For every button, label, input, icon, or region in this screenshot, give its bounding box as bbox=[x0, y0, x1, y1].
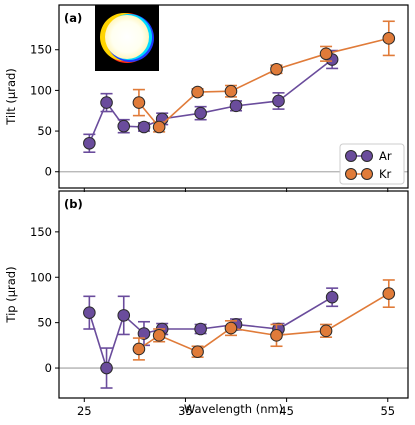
data-point-ar bbox=[229, 99, 243, 113]
data-point-ar bbox=[137, 327, 151, 340]
y-tick-label: 50 bbox=[37, 316, 52, 330]
y-axis-title: Tip (μrad) bbox=[4, 266, 18, 323]
data-point-kr bbox=[270, 329, 283, 342]
data-point-ar bbox=[100, 96, 113, 109]
series-line-kr bbox=[138, 292, 390, 353]
data-point-kr bbox=[191, 85, 204, 99]
y-tick-label: 150 bbox=[30, 43, 52, 57]
y-axis-title: Tilt (μrad) bbox=[4, 68, 18, 126]
y-tick-label: 100 bbox=[30, 270, 52, 284]
data-point-kr bbox=[382, 287, 396, 300]
y-tick-label: 0 bbox=[45, 361, 52, 375]
legend-swatch-marker bbox=[361, 150, 373, 162]
legend-swatch-marker bbox=[361, 168, 373, 180]
panel-label: (a) bbox=[64, 11, 82, 25]
y-tick-label: 150 bbox=[30, 225, 52, 239]
panel-frame bbox=[58, 190, 409, 399]
data-point-ar bbox=[117, 309, 131, 322]
data-point-kr bbox=[132, 342, 146, 356]
data-point-ar bbox=[137, 120, 151, 134]
legend-label-ar: Ar bbox=[379, 149, 392, 163]
legend-swatch-marker bbox=[345, 150, 357, 162]
data-point-kr bbox=[270, 62, 283, 76]
x-tick-label: 25 bbox=[77, 404, 92, 418]
legend-label-kr: Kr bbox=[379, 167, 392, 181]
data-point-ar bbox=[194, 322, 207, 336]
legend-swatch-marker bbox=[345, 168, 357, 180]
data-point-ar bbox=[83, 306, 96, 319]
panel-frame bbox=[58, 4, 409, 189]
inset-spot bbox=[105, 15, 149, 59]
data-point-ar bbox=[83, 136, 96, 150]
y-tick-label: 50 bbox=[37, 124, 52, 138]
data-point-ar bbox=[325, 290, 339, 304]
y-tick-label: 100 bbox=[30, 83, 52, 97]
data-point-kr bbox=[319, 324, 333, 338]
series-line-ar bbox=[88, 296, 333, 371]
data-point-kr bbox=[152, 329, 166, 342]
data-point-ar bbox=[117, 119, 131, 133]
data-point-kr bbox=[382, 32, 396, 45]
data-point-kr bbox=[224, 84, 238, 98]
series-line-kr bbox=[138, 37, 389, 129]
data-point-kr bbox=[319, 47, 333, 61]
data-point-kr bbox=[152, 120, 166, 134]
data-point-kr bbox=[224, 321, 238, 335]
x-tick-label: 45 bbox=[279, 404, 294, 418]
data-point-kr bbox=[191, 345, 204, 358]
panel-label: (b) bbox=[64, 197, 83, 211]
data-point-ar bbox=[194, 106, 207, 120]
x-axis-title: Wavelength (nm) bbox=[184, 402, 283, 416]
y-tick-label: 0 bbox=[45, 165, 52, 179]
data-point-kr bbox=[132, 96, 146, 109]
x-tick-label: 55 bbox=[380, 404, 395, 418]
inset-image bbox=[95, 5, 159, 71]
data-point-ar bbox=[100, 361, 113, 375]
x-tick-label: 35 bbox=[178, 404, 193, 418]
data-point-ar bbox=[272, 94, 285, 108]
